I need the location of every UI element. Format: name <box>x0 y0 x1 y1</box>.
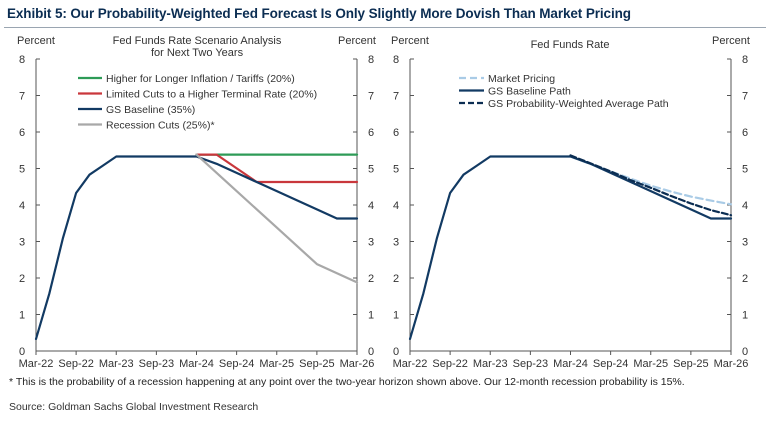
chart1-title-line: for Next Two Years <box>151 47 244 59</box>
chart1-ytick-label-right: 5 <box>368 164 374 176</box>
chart2-ytick-label-right: 1 <box>742 310 748 322</box>
chart1-legend-label-2: Limited Cuts to a Higher Terminal Rate (… <box>106 89 317 101</box>
chart2-ytick-label-right: 6 <box>742 127 748 139</box>
chart1-ytick-label-left: 2 <box>19 273 25 285</box>
chart1-xtick-label: Mar-22 <box>19 358 54 370</box>
chart2-legend-label-1: Market Pricing <box>488 73 555 85</box>
chart1-ytick-label-right: 0 <box>368 346 374 358</box>
chart2-xtick-label: Mar-22 <box>393 358 428 370</box>
chart2-ytick-label-right: 8 <box>742 54 748 66</box>
chart1-ytick-label-left: 0 <box>19 346 25 358</box>
chart1-ytick-label-right: 6 <box>368 127 374 139</box>
chart2-series-line-2 <box>408 155 733 341</box>
chart1-ylabel-left: Percent <box>17 35 55 47</box>
chart1-ytick-label-right: 2 <box>368 273 374 285</box>
chart2-ytick-label-left: 3 <box>393 237 399 249</box>
chart1-series-line-4 <box>195 153 359 284</box>
chart1-series-line-3 <box>34 155 359 341</box>
chart2-series-line-1 <box>569 155 733 206</box>
chart2-xtick-label: Sep-22 <box>432 358 467 370</box>
chart2-ytick-label-left: 2 <box>393 273 399 285</box>
chart2-legend-label-3: GS Probability-Weighted Average Path <box>488 98 669 110</box>
chart2-xtick-label: Mar-25 <box>633 358 668 370</box>
chart2-xtick-label: Mar-26 <box>714 358 749 370</box>
chart1-xtick-label: Sep-25 <box>299 358 334 370</box>
chart1-ytick-label-left: 6 <box>19 127 25 139</box>
chart1-ytick-label-left: 3 <box>19 237 25 249</box>
chart1-ytick-label-right: 3 <box>368 237 374 249</box>
chart1-ylabel-right: Percent <box>338 35 376 47</box>
chart1-ytick-label-right: 8 <box>368 54 374 66</box>
chart2-xtick-label: Mar-24 <box>553 358 588 370</box>
chart1-series-line-2 <box>195 153 359 184</box>
title-divider <box>4 27 766 28</box>
chart1-xtick-label: Mar-26 <box>340 358 375 370</box>
chart2-ytick-label-right: 2 <box>742 273 748 285</box>
chart1-xtick-label: Sep-22 <box>58 358 93 370</box>
chart1-ytick-label-right: 1 <box>368 310 374 322</box>
chart2-ytick-label-left: 5 <box>393 164 399 176</box>
chart1-xtick-label: Mar-24 <box>179 358 214 370</box>
chart2-ytick-label-left: 6 <box>393 127 399 139</box>
chart1-ytick-label-left: 8 <box>19 54 25 66</box>
chart2-ytick-label-left: 1 <box>393 310 399 322</box>
footnote: * This is the probability of a recession… <box>9 376 685 388</box>
chart2-series-line-3 <box>569 154 733 217</box>
chart2-xtick-label: Sep-25 <box>673 358 708 370</box>
chart1-ytick-label-left: 7 <box>19 91 25 103</box>
chart1-title-line: Fed Funds Rate Scenario Analysis <box>113 35 282 47</box>
exhibit-title: Exhibit 5: Our Probability-Weighted Fed … <box>7 6 631 21</box>
chart1-xtick-label: Sep-24 <box>219 358 254 370</box>
chart2-xtick-label: Mar-23 <box>473 358 508 370</box>
chart2-ytick-label-left: 8 <box>393 54 399 66</box>
chart1-ytick-label-left: 1 <box>19 310 25 322</box>
chart2-xtick-label: Sep-23 <box>513 358 548 370</box>
chart2-ytick-label-left: 7 <box>393 91 399 103</box>
chart2-xtick-label: Sep-24 <box>593 358 628 370</box>
chart2-ylabel-left: Percent <box>391 35 429 47</box>
chart1-ytick-label-left: 4 <box>19 200 25 212</box>
chart1-xtick-label: Sep-23 <box>139 358 174 370</box>
source-note: Source: Goldman Sachs Global Investment … <box>9 401 259 413</box>
chart1-ytick-label-right: 4 <box>368 200 374 212</box>
chart2-ytick-label-right: 4 <box>742 200 748 212</box>
chart2-legend-label-2: GS Baseline Path <box>488 86 571 98</box>
chart1-legend-label-4: Recession Cuts (25%)* <box>106 120 215 132</box>
chart1-xtick-label: Mar-25 <box>259 358 294 370</box>
chart1-legend-label-3: GS Baseline (35%) <box>106 104 195 116</box>
chart2-ytick-label-left: 4 <box>393 200 399 212</box>
chart1-ytick-label-left: 5 <box>19 164 25 176</box>
chart1-xtick-label: Mar-23 <box>99 358 134 370</box>
chart2-ytick-label-right: 7 <box>742 91 748 103</box>
chart2-ytick-label-right: 3 <box>742 237 748 249</box>
chart2-ytick-label-right: 0 <box>742 346 748 358</box>
chart2-ylabel-right: Percent <box>712 35 750 47</box>
chart2-title-line: Fed Funds Rate <box>531 39 610 51</box>
chart2-ytick-label-left: 0 <box>393 346 399 358</box>
chart2-ytick-label-right: 5 <box>742 164 748 176</box>
chart1-ytick-label-right: 7 <box>368 91 374 103</box>
chart1-legend-label-1: Higher for Longer Inflation / Tariffs (2… <box>106 73 295 85</box>
